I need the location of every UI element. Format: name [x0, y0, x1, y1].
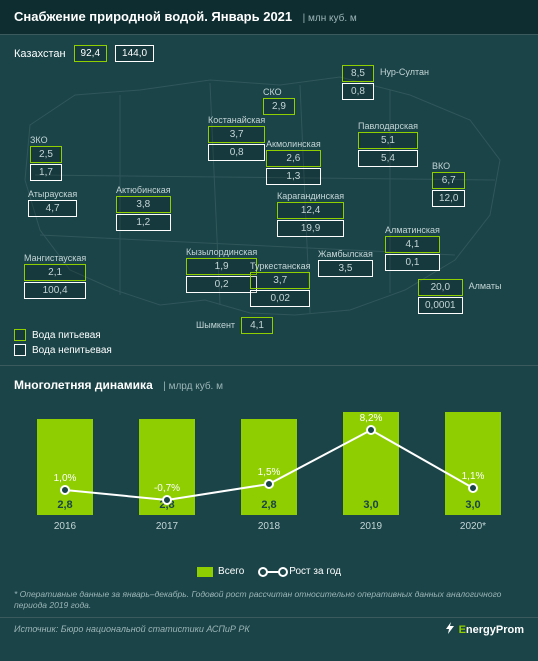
region-Туркестанская: Туркестанская3,70,02 — [250, 261, 310, 307]
chart-title: Многолетняя динамика — [14, 378, 153, 392]
kz-drink: 92,4 — [74, 45, 107, 62]
region-Павлодарская: Павлодарская5,15,4 — [358, 121, 418, 167]
region-Алматинская: Алматинская4,10,1 — [385, 225, 440, 271]
region-ВКО: ВКО6,712,0 — [432, 161, 465, 207]
logo-e: E — [459, 624, 466, 636]
legend-nondrink-label: Вода непитьевая — [32, 345, 112, 356]
logo: EnergyProm — [444, 622, 524, 636]
header-unit: | млн куб. м — [303, 13, 357, 24]
legend-total: Всего — [197, 566, 244, 577]
region-Мангистауская: Мангистауская2,1100,4 — [24, 253, 86, 299]
page-title: Снабжение природной водой. Январь 2021 — [14, 9, 292, 24]
region-Карагандинская: Карагандинская12,419,9 — [277, 191, 344, 237]
growth-label-0: 1,0% — [54, 473, 77, 484]
map-section: Казахстан 92,4 144,0 СКО2,9 8,50,8Нур-Сул… — [0, 35, 538, 365]
header: Снабжение природной водой. Январь 2021 |… — [0, 0, 538, 35]
logo-rest: nergyProm — [466, 624, 524, 636]
legend-total-icon — [197, 567, 213, 577]
footnote: * Оперативные данные за январь–декабрь. … — [0, 583, 538, 613]
region-Актюбинская: Актюбинская3,81,2 — [116, 185, 171, 231]
map-legend: Вода питьевая Вода непитьевая — [14, 329, 112, 359]
region-Кызылординская: Кызылординская1,90,2 — [186, 247, 257, 293]
growth-label-1: -0,7% — [154, 483, 180, 494]
growth-label-3: 8,2% — [360, 413, 383, 424]
chart-section: Многолетняя динамика | млрд куб. м 2,820… — [0, 365, 538, 583]
growth-label-2: 1,5% — [258, 467, 281, 478]
chart-legend: Всего Рост за год — [14, 566, 524, 577]
legend-growth-label: Рост за год — [289, 566, 341, 577]
legend-sq-nondrink — [14, 344, 26, 356]
region-ЗКО: ЗКО2,51,7 — [30, 135, 62, 181]
bar-2019: 3,02019 — [325, 412, 417, 532]
kz-nondrink: 144,0 — [115, 45, 154, 62]
legend-growth: Рост за год — [262, 566, 341, 577]
source: Источник: Бюро национальной статистики А… — [14, 624, 250, 634]
chart: 2,820162,820172,820183,020193,02020* 1,0… — [14, 412, 524, 562]
region-Костанайская: Костанайская3,70,8 — [208, 115, 265, 161]
region-Нур-Султан: 8,50,8Нур-Султан — [342, 65, 429, 100]
legend-sq-drink — [14, 329, 26, 341]
region-Алматы: 20,00,0001Алматы — [418, 279, 501, 314]
legend-drink: Вода питьевая — [14, 329, 112, 341]
region-Акмолинская: Акмолинская2,61,3 — [266, 139, 321, 185]
region-Атырауская: Атырауская4,7 — [28, 189, 77, 217]
region-Жамбылская: Жамбылская3,5 — [318, 249, 373, 277]
region-Шымкент: Шымкент4,1 — [196, 317, 273, 334]
legend-drink-label: Вода питьевая — [32, 330, 101, 341]
kazakhstan-row: Казахстан 92,4 144,0 — [14, 45, 524, 62]
legend-growth-icon — [262, 571, 284, 573]
kz-label: Казахстан — [14, 48, 66, 60]
growth-label-4: 1,1% — [462, 471, 485, 482]
footer: Источник: Бюро национальной статистики А… — [0, 617, 538, 644]
chart-unit: | млрд куб. м — [163, 381, 223, 392]
bar-2017: 2,82017 — [121, 419, 213, 532]
legend-total-label: Всего — [218, 566, 244, 577]
region-СКО: СКО2,9 — [263, 87, 295, 115]
legend-nondrink: Вода непитьевая — [14, 344, 112, 356]
